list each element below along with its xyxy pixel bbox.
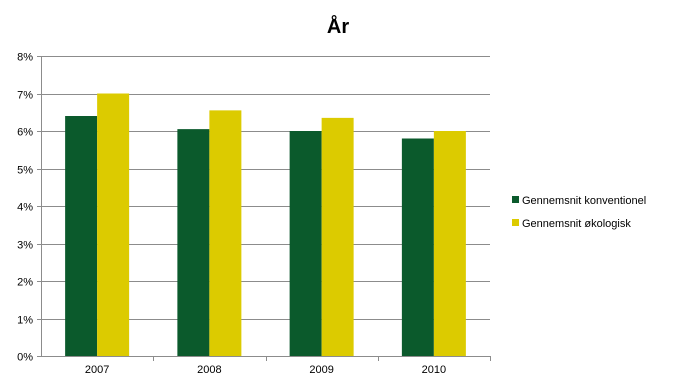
- x-tick-label: 2007: [85, 364, 109, 376]
- legend-label: Gennemsnit konventionel: [522, 195, 646, 207]
- y-axis: 0% 1% 2% 3% 4% 5% 6% 7% 8%: [17, 52, 490, 364]
- bar-okologisk-2009: [321, 117, 354, 356]
- legend-swatch: [512, 196, 519, 203]
- bar-konventionel-2008: [177, 129, 210, 356]
- x-axis: 2007 2008 2009 2010: [85, 356, 491, 376]
- y-tick-label: 4%: [17, 202, 33, 214]
- y-tick-label: 2%: [17, 277, 33, 289]
- y-tick-label: 5%: [17, 165, 33, 177]
- y-tick-label: 1%: [17, 315, 33, 327]
- x-tick-label: 2009: [309, 364, 333, 376]
- bar-okologisk-2007: [97, 93, 130, 356]
- legend: Gennemsnit konventionel Gennemsnit økolog…: [512, 195, 646, 230]
- y-tick-label: 0%: [17, 352, 33, 364]
- x-tick-label: 2010: [422, 364, 446, 376]
- bar-konventionel-2010: [401, 138, 434, 356]
- bar-konventionel-2009: [289, 131, 322, 356]
- bar-okologisk-2008: [209, 110, 242, 356]
- y-tick-label: 3%: [17, 240, 33, 252]
- y-tick-label: 7%: [17, 90, 33, 102]
- bar-konventionel-2007: [65, 116, 98, 356]
- legend-swatch: [512, 219, 519, 226]
- legend-label: Gennemsnit økologisk: [522, 218, 631, 230]
- y-tick-label: 8%: [17, 52, 33, 64]
- bars: [65, 93, 466, 356]
- chart-title: År: [327, 14, 349, 38]
- y-tick-label: 6%: [17, 127, 33, 139]
- bar-okologisk-2010: [433, 131, 466, 356]
- x-tick-label: 2008: [197, 364, 221, 376]
